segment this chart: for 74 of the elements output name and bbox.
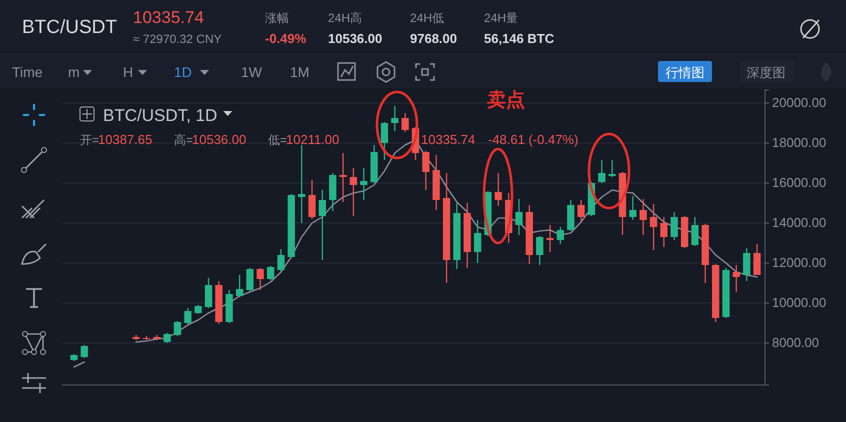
candlestick [608, 159, 616, 178]
candlestick [556, 226, 564, 245]
text: 涨幅 [265, 11, 289, 25]
candlestick [298, 144, 306, 224]
candlestick [391, 105, 398, 132]
text: 深度图 [746, 65, 786, 80]
text: 10536.00 [328, 31, 382, 46]
text: BTC/USDT [22, 17, 118, 38]
text: 24H低 [410, 11, 444, 25]
candlestick [174, 320, 182, 337]
y-tick-label: 10000.00 [772, 295, 826, 310]
annotation: 10536.00 [192, 132, 246, 147]
candlestick [515, 198, 523, 236]
text: 行情图 [666, 65, 704, 80]
candlestick [80, 344, 88, 359]
text: ≈ 72970.32 CNY [133, 32, 222, 46]
candlestick [546, 224, 554, 253]
candlestick [577, 199, 585, 223]
text: 24H高 [328, 11, 362, 25]
candlestick [691, 216, 699, 247]
annotation: 10211.00 [286, 132, 340, 147]
y-tick-label: 18000.00 [772, 135, 826, 150]
annotation: 低= [268, 133, 288, 147]
annotation: -48.61 (-0.47%) [488, 132, 578, 147]
y-tick-label: 8000.00 [772, 335, 819, 350]
annotation: 卖点 [487, 89, 525, 111]
y-tick-label: 16000.00 [772, 175, 826, 190]
candlestick [277, 248, 285, 272]
candlestick [380, 121, 388, 161]
text: Time [12, 64, 43, 80]
y-tick-label: 20000.00 [772, 95, 826, 110]
candlestick [308, 179, 316, 220]
candlestick [339, 152, 347, 203]
candlestick [266, 265, 274, 281]
candlestick [350, 167, 358, 217]
annotation: 10387.65 [98, 132, 152, 147]
candlestick [246, 267, 254, 292]
candlestick [743, 247, 750, 282]
candlestick [494, 172, 502, 207]
candlestick [732, 264, 740, 293]
text: -0.49% [265, 31, 307, 46]
text: m [68, 64, 80, 80]
candlestick [422, 150, 430, 191]
candlestick [402, 112, 409, 133]
annotation: 开= [80, 133, 100, 147]
y-tick-label: 12000.00 [772, 255, 826, 270]
text: 1W [241, 64, 263, 80]
candlestick [184, 307, 192, 325]
candlestick [629, 195, 636, 221]
candlestick [236, 274, 244, 298]
text: 24H量 [484, 11, 518, 25]
text: 1M [290, 64, 310, 80]
candlestick [598, 159, 606, 184]
candlestick [163, 332, 171, 344]
text: 9768.00 [410, 31, 457, 46]
annotation: 高= [174, 133, 194, 147]
text: 1D [174, 64, 192, 80]
candlestick [753, 243, 761, 276]
candlestick [204, 277, 212, 309]
candlestick [360, 167, 368, 201]
candlestick [640, 198, 647, 236]
text: 56,146 BTC [484, 31, 555, 46]
text: H [123, 64, 134, 80]
candlestick [256, 267, 264, 291]
candlestick [670, 211, 678, 241]
candlestick [650, 203, 658, 251]
candlestick [318, 189, 326, 261]
candlestick [536, 235, 544, 266]
candlestick [660, 216, 668, 248]
candlestick [474, 219, 482, 264]
text: BTC/USDT, 1D [103, 106, 218, 125]
y-tick-label: 14000.00 [772, 215, 826, 230]
text: 10335.74 [133, 8, 204, 27]
annotation: 10335.74 [421, 132, 476, 147]
